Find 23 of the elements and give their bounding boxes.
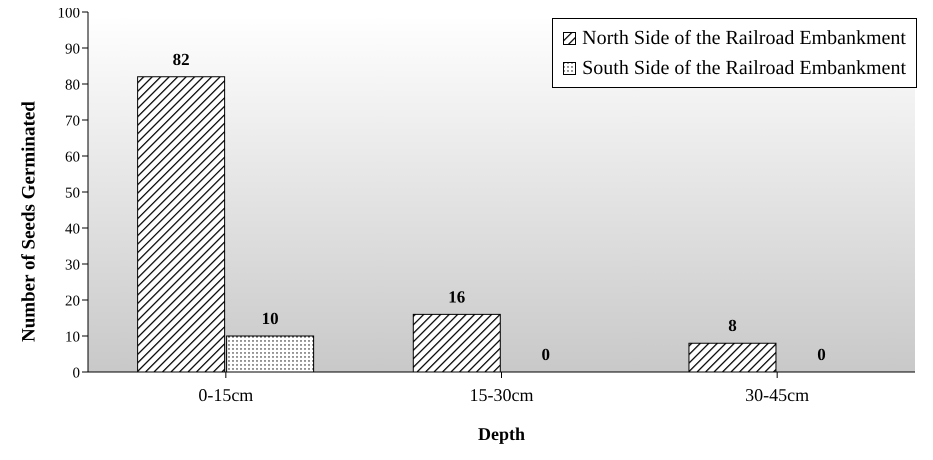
- y-axis-title: Number of Seeds Germinated: [18, 100, 40, 342]
- y-tick-label: 50: [65, 185, 80, 202]
- y-tick-label: 60: [65, 149, 80, 166]
- legend-label: South Side of the Railroad Embankment: [582, 56, 906, 81]
- y-tick-label: 90: [65, 41, 80, 58]
- y-tick-label: 20: [65, 293, 80, 310]
- x-tick-label: 15-30cm: [470, 384, 534, 405]
- data-label: 0: [817, 344, 826, 364]
- x-tick-label: 0-15cm: [198, 384, 254, 405]
- y-tick-label: 10: [65, 329, 80, 346]
- data-label: 10: [262, 309, 279, 328]
- data-label: 82: [172, 50, 190, 69]
- y-tick-label: 0: [72, 365, 80, 382]
- x-tick-label: 30-45cm: [745, 384, 810, 405]
- x-axis-title: Depth: [478, 424, 526, 444]
- y-tick-label: 40: [65, 221, 80, 238]
- y-tick-label: 30: [65, 257, 80, 274]
- legend-label: North Side of the Railroad Embankment: [582, 26, 906, 51]
- data-label: 0: [542, 344, 550, 364]
- data-label: 8: [728, 316, 737, 336]
- y-tick-label: 70: [65, 113, 80, 130]
- y-tick-label: 80: [65, 77, 80, 94]
- data-label: 16: [448, 287, 466, 306]
